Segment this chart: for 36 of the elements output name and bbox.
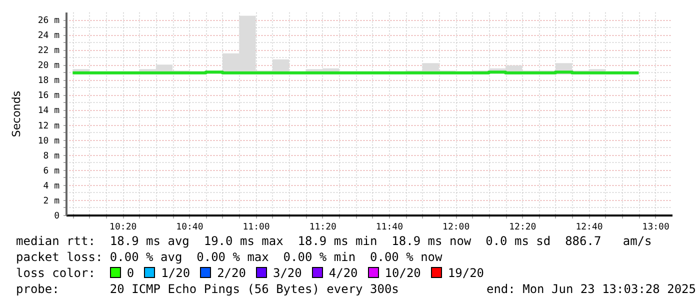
y-tick-label: 6 m	[43, 166, 60, 176]
y-axis-title: Seconds	[10, 90, 23, 138]
text: 4/20	[328, 266, 358, 280]
x-tick-label: 11:40	[376, 222, 404, 232]
text: loss color:	[16, 266, 96, 280]
y-tick-label: 8 m	[43, 151, 60, 162]
y-tick-label: 16 m	[38, 91, 60, 102]
x-tick-label: 11:00	[242, 222, 270, 232]
y-tick-label: 0	[54, 212, 60, 222]
x-tick-label: 12:00	[442, 222, 470, 232]
text: median rtt: 18.9 ms avg 19.0 ms max 18.9 ms min 18.9 ms now 0.0 ms sd 886.7 am/s	[16, 233, 653, 249]
x-tick-label: 11:20	[309, 222, 336, 232]
y-tick-label: 18 m	[38, 76, 60, 86]
text: 2/20	[217, 266, 246, 280]
y-tick-label: 2 m	[43, 196, 60, 206]
text: 3/20	[272, 266, 302, 280]
x-tick-label: 13:00	[642, 222, 670, 232]
text: 1/20	[161, 266, 190, 280]
x-tick-label: 10:40	[176, 222, 204, 232]
text: 0	[126, 266, 134, 280]
x-tick-label: 12:20	[509, 222, 536, 232]
x-tick-label: 12:40	[576, 222, 603, 232]
y-tick-label: 24 m	[38, 31, 60, 42]
x-tick-label: 10:20	[110, 222, 137, 232]
y-tick-label: 20 m	[38, 61, 60, 72]
text: packet loss: 0.00 % avg 0.00 % max 0.00 % min 0.00 % now	[16, 249, 444, 265]
y-tick-label: 26 m	[38, 16, 60, 26]
y-tick-label: 12 m	[38, 121, 60, 132]
y-tick-label: 14 m	[38, 106, 60, 116]
text: probe: 20 ICMP Echo Pings (56 Bytes) every 300s	[16, 282, 399, 296]
text: 10/20	[384, 266, 421, 280]
y-tick-label: 10 m	[38, 136, 60, 146]
y-tick-label: 22 m	[38, 46, 60, 56]
y-tick-label: 4 m	[43, 181, 60, 192]
text: end: Mon Jun 23 13:03:28 2025	[486, 281, 696, 297]
text: 19/20	[448, 266, 484, 280]
